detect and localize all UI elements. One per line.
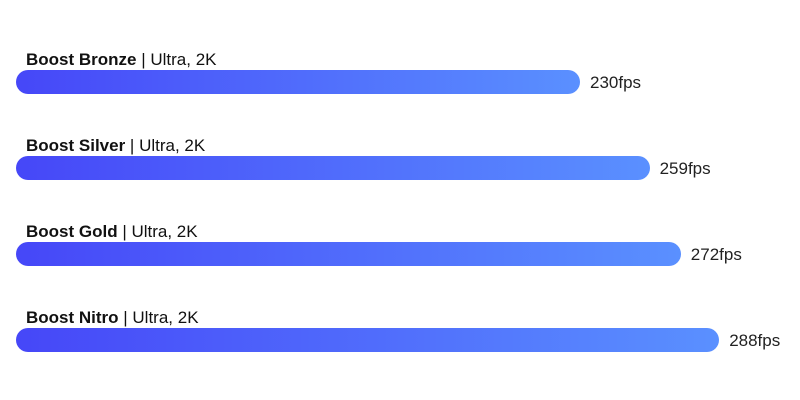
bar-row: Boost Nitro | Ultra, 2K 288fps	[0, 308, 800, 368]
bar-category-setting: | Ultra, 2K	[125, 136, 206, 155]
bar	[16, 328, 720, 352]
bar	[16, 70, 580, 94]
bar-value-label: 288fps	[729, 331, 781, 350]
bar-value-label: 272fps	[690, 245, 742, 264]
bar-category-setting: | Ultra, 2K	[118, 308, 199, 327]
bar-row: Boost Gold | Ultra, 2K 272fps	[0, 222, 800, 282]
bar-category-label: Boost Nitro | Ultra, 2K	[26, 308, 199, 328]
bar	[16, 156, 650, 180]
bar-value-label: 259fps	[659, 159, 711, 178]
bar-category-name: Boost Nitro	[26, 308, 119, 327]
bar-category-label: Boost Gold | Ultra, 2K	[26, 222, 198, 242]
bar-category-name: Boost Silver	[26, 136, 126, 155]
bar-row: Boost Bronze | Ultra, 2K 230fps	[0, 50, 800, 110]
bar-category-name: Boost Gold	[26, 222, 118, 241]
bar-category-name: Boost Bronze	[26, 50, 137, 69]
bar-category-setting: | Ultra, 2K	[136, 50, 217, 69]
bar-category-setting: | Ultra, 2K	[117, 222, 198, 241]
bar	[16, 242, 681, 266]
bar-category-label: Boost Bronze | Ultra, 2K	[26, 50, 217, 70]
bar-category-label: Boost Silver | Ultra, 2K	[26, 136, 205, 156]
bar-value-label: 230fps	[590, 73, 642, 92]
bar-row: Boost Silver | Ultra, 2K 259fps	[0, 136, 800, 196]
